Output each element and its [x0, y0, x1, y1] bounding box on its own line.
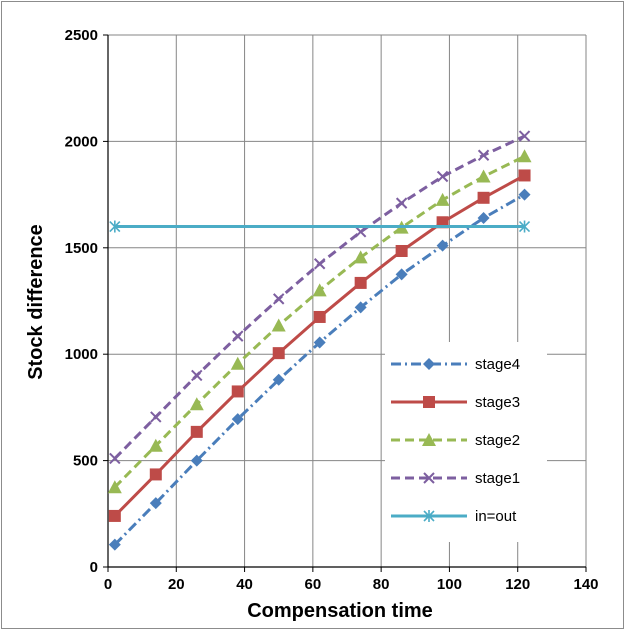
data-point-stage2 [435, 192, 450, 206]
legend-box [385, 342, 547, 542]
data-point-stage3 [395, 244, 408, 257]
y-tick-label: 1000 [65, 346, 98, 363]
y-tick-label: 1500 [65, 240, 98, 257]
y-tick-label: 500 [73, 453, 98, 470]
legend: stage4 stage3 stage2 stage1 in=out [385, 342, 547, 542]
data-point-stage2 [107, 480, 122, 494]
x-tick-label: 80 [373, 576, 390, 593]
legend-label: stage2 [475, 432, 520, 449]
marker-stroke [109, 452, 121, 465]
x-axis-label: Compensation time [247, 600, 433, 622]
y-tick-labels: 0 500 1000 1500 2000 2500 [65, 27, 98, 576]
data-point-stage3 [190, 425, 203, 438]
legend-item-stage1: stage1 [391, 470, 520, 487]
data-point-stage3 [477, 191, 490, 204]
legend-item-stage3: stage3 [391, 394, 520, 411]
marker-stroke [477, 149, 490, 161]
series-group [107, 130, 532, 551]
data-point-stage4 [477, 212, 490, 225]
data-point-stage4 [149, 497, 162, 510]
data-point-stage3 [231, 385, 244, 398]
data-point-stage1 [150, 411, 162, 423]
axes [103, 34, 587, 572]
data-point-stage4 [190, 454, 203, 467]
data-point-stage4 [108, 538, 121, 551]
data-point-stage4 [518, 188, 531, 201]
y-tick-label: 2000 [65, 133, 98, 150]
data-point-stage1 [109, 452, 121, 465]
legend-swatch-marker [423, 396, 435, 408]
y-axis-label: Stock difference [25, 224, 47, 380]
series-in-out [109, 220, 531, 233]
x-tick-label: 140 [573, 576, 598, 593]
data-point-stage2 [230, 356, 245, 370]
x-tick-label: 100 [437, 576, 462, 593]
marker-stroke [395, 197, 408, 209]
data-point-stage1 [313, 258, 326, 270]
data-point-stage3 [518, 169, 531, 182]
legend-item-stage4: stage4 [391, 356, 520, 373]
marker-stroke [313, 258, 326, 270]
data-point-stage1 [477, 149, 490, 161]
y-tick-label: 2500 [65, 27, 98, 44]
data-point-stage1 [191, 369, 203, 382]
marker-stroke [518, 130, 531, 142]
data-point-stage1 [273, 293, 285, 305]
data-point-stage2 [271, 318, 286, 332]
marker-stroke [436, 170, 449, 183]
legend-swatch-marker [423, 510, 435, 522]
x-tick-label: 40 [236, 576, 253, 593]
marker-stroke [191, 369, 203, 382]
data-point-stage3 [313, 310, 326, 323]
data-point-stage2 [517, 149, 532, 163]
x-tick-label: 60 [305, 576, 322, 593]
data-point-stage2 [312, 283, 327, 297]
data-point-in-out [109, 220, 121, 233]
marker-stroke [150, 411, 162, 423]
data-point-stage1 [395, 197, 408, 209]
data-point-stage2 [148, 438, 163, 452]
series-stage3 [108, 169, 531, 522]
data-point-stage1 [518, 130, 531, 142]
y-tick-label: 0 [90, 559, 98, 576]
data-point-stage2 [476, 169, 491, 183]
data-point-stage1 [354, 226, 367, 238]
data-point-stage2 [189, 397, 204, 411]
data-point-stage4 [395, 268, 408, 281]
marker-stroke [232, 330, 244, 342]
data-point-stage1 [232, 330, 244, 342]
legend-item-in-out: in=out [391, 508, 517, 525]
x-tick-label: 120 [505, 576, 530, 593]
legend-swatch-marker [423, 358, 435, 370]
data-point-stage3 [149, 468, 162, 481]
marker-stroke [423, 472, 435, 484]
x-tick-label: 0 [104, 576, 112, 593]
data-point-stage4 [313, 336, 326, 349]
data-point-stage1 [436, 170, 449, 183]
x-tick-label: 20 [168, 576, 185, 593]
data-point-stage3 [108, 509, 121, 522]
data-point-stage2 [353, 250, 368, 264]
marker-stroke [354, 226, 367, 238]
x-tick-labels: 0 20 40 60 80 100 120 140 [104, 576, 599, 593]
legend-label: stage3 [475, 394, 520, 411]
series-stage1 [109, 130, 531, 465]
data-point-in-out [518, 220, 531, 233]
legend-swatch-marker [422, 433, 436, 446]
legend-label: stage1 [475, 470, 520, 487]
data-point-stage3 [272, 347, 285, 360]
legend-label: stage4 [475, 356, 520, 373]
data-point-stage4 [354, 301, 367, 314]
marker-stroke [273, 293, 285, 305]
series-stage4 [108, 188, 531, 551]
legend-item-stage2: stage2 [391, 432, 520, 449]
data-point-stage4 [231, 413, 244, 426]
legend-label: in=out [475, 508, 517, 525]
legend-swatch-marker [423, 472, 435, 484]
data-point-stage4 [272, 373, 285, 386]
data-point-stage4 [436, 239, 449, 252]
data-point-stage3 [354, 276, 367, 289]
